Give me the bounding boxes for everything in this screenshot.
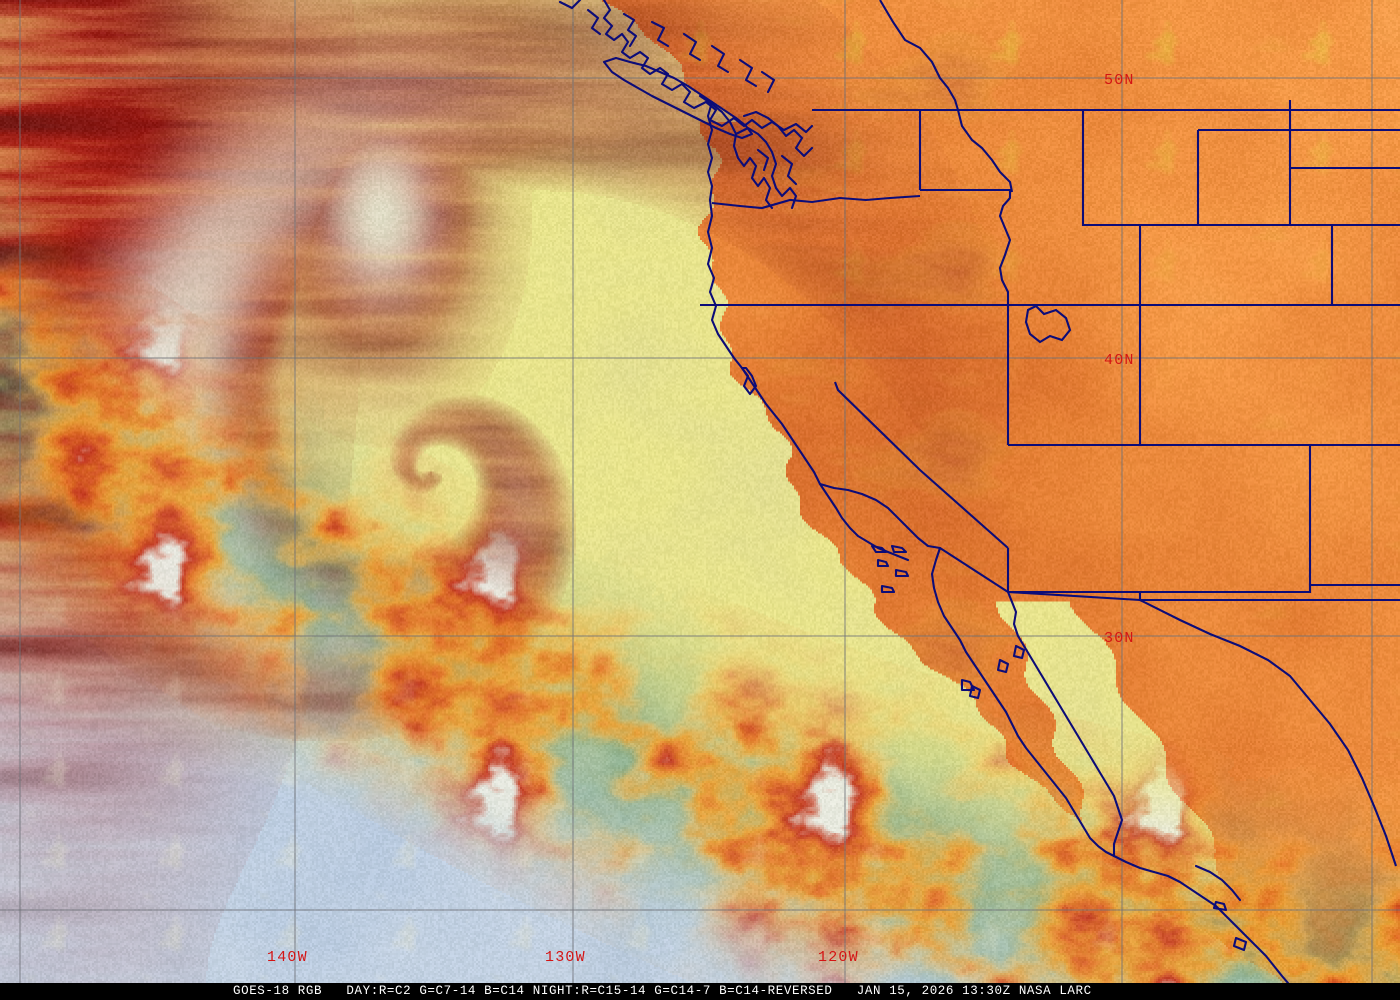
lon-label-130w: 130W [545, 949, 586, 966]
caption-text: GOES-18 RGB DAY:R=C2 G=C7-14 B=C14 NIGHT… [233, 984, 1092, 998]
lat-label-50n: 50N [1104, 72, 1135, 89]
lon-label-120w: 120W [818, 949, 859, 966]
political-borders [700, 0, 1400, 867]
lat-label-40n: 40N [1104, 352, 1135, 369]
lon-label-140w: 140W [267, 949, 308, 966]
caption-bar: GOES-18 RGB DAY:R=C2 G=C7-14 B=C14 NIGHT… [0, 983, 1400, 1000]
graticule-labels: 50N 40N 30N 140W 130W 120W [267, 72, 1135, 966]
coastline [558, 0, 1290, 983]
lat-label-30n: 30N [1104, 630, 1135, 647]
